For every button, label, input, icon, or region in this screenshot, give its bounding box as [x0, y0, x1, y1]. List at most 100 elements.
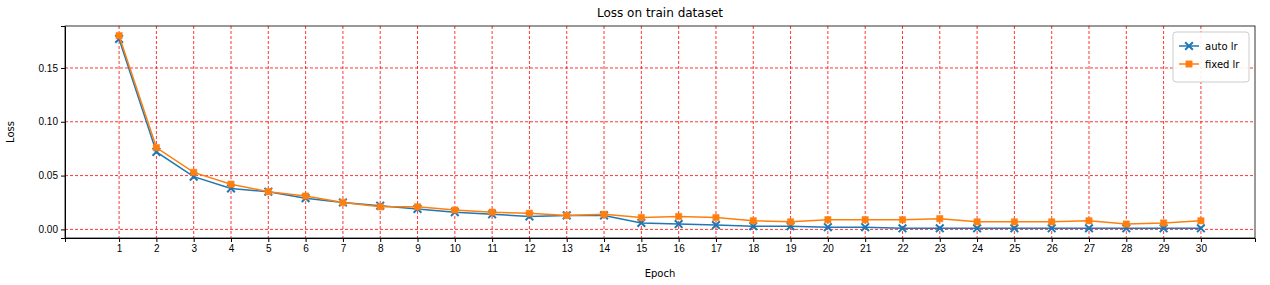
x-tick: 13 — [562, 238, 574, 254]
y-tick-label: 0.05 — [39, 170, 59, 181]
y-tick-label: 0.00 — [39, 224, 59, 235]
x-tick: 15 — [636, 238, 648, 254]
x-tick: 21 — [860, 238, 872, 254]
series-marker — [1048, 224, 1056, 232]
grid-line-x — [977, 26, 978, 238]
x-tick-label: 15 — [636, 243, 648, 254]
series-marker — [228, 181, 234, 187]
x-tick-mark — [791, 238, 792, 242]
x-tick-label: 14 — [599, 243, 611, 254]
y-axis-title: Loss — [5, 121, 16, 143]
x-tick: 22 — [897, 238, 909, 254]
x-tick-label: 29 — [1159, 243, 1171, 254]
legend-marker — [1186, 61, 1192, 67]
x-tick: 24 — [972, 238, 984, 254]
series-marker — [264, 188, 272, 196]
x-tick-mark — [865, 238, 866, 242]
x-tick-mark — [641, 238, 642, 242]
x-tick-label: 12 — [524, 243, 536, 254]
grid-line-y — [65, 121, 1255, 122]
grid-line-x — [715, 26, 716, 238]
x-axis: 1234567891011121314151617181920212223242… — [66, 238, 1256, 254]
grid-line-x — [753, 26, 754, 238]
series-marker — [862, 217, 868, 223]
x-tick-label: 3 — [191, 243, 197, 254]
x-tick-label: 19 — [786, 243, 798, 254]
series-marker — [1086, 218, 1092, 224]
x-tick-mark — [679, 238, 680, 242]
grid-line-x — [604, 26, 605, 238]
grid-line-x — [939, 26, 940, 238]
series-line — [119, 36, 1201, 224]
series-marker — [1011, 224, 1019, 232]
series-marker — [936, 224, 944, 232]
x-tick-mark — [753, 238, 754, 242]
series-marker — [974, 219, 980, 225]
grid-line-x — [268, 26, 269, 238]
x-tick-mark — [902, 238, 903, 242]
x-tick-label: 17 — [711, 243, 723, 254]
x-tick: 1 — [117, 238, 123, 254]
x-tick-label: 16 — [674, 243, 686, 254]
series-marker — [712, 221, 720, 229]
x-tick: 16 — [674, 238, 686, 254]
series-marker — [452, 207, 458, 213]
series-marker — [1085, 224, 1093, 232]
x-tick-label: 9 — [415, 243, 421, 254]
x-tick-mark — [380, 238, 381, 242]
grid-line-x — [678, 26, 679, 238]
grid-line-x — [156, 26, 157, 238]
series-marker — [750, 218, 756, 224]
x-tick-label: 23 — [935, 243, 947, 254]
grid-line-x — [1126, 26, 1127, 238]
series-marker — [116, 33, 122, 39]
y-tick: 0.10 — [39, 116, 65, 127]
y-tick: 0.15 — [39, 63, 65, 74]
legend-label: fixed lr — [1205, 59, 1240, 70]
series-line — [119, 39, 1201, 228]
series-marker — [600, 212, 608, 220]
x-tick-label: 25 — [1009, 243, 1021, 254]
series-marker — [563, 212, 571, 220]
grid — [65, 26, 1255, 238]
x-tick-mark — [1201, 238, 1202, 242]
x-tick-label: 27 — [1084, 243, 1096, 254]
y-tick-mark — [61, 176, 65, 177]
x-tick: 11 — [487, 238, 498, 254]
series-marker — [339, 199, 347, 207]
x-tick-mark — [119, 238, 120, 242]
series-marker — [825, 217, 831, 223]
x-tick-label: 5 — [266, 243, 272, 254]
series-group — [115, 33, 1204, 233]
x-axis-title: Epoch — [645, 268, 676, 279]
axis-line — [66, 239, 1256, 243]
x-tick: 19 — [786, 238, 798, 254]
x-tick-mark — [604, 238, 605, 242]
grid-line-y — [65, 175, 1255, 176]
y-tick-label: 0.15 — [39, 63, 59, 74]
x-tick-mark — [231, 238, 232, 242]
x-tick-mark — [1089, 238, 1090, 242]
series-marker — [937, 215, 943, 221]
series-marker — [675, 220, 683, 228]
chart: 1234567891011121314151617181920212223242… — [0, 0, 1270, 285]
x-tick: 4 — [229, 238, 235, 254]
series-marker — [1160, 220, 1166, 226]
series-marker — [376, 202, 384, 210]
series-marker — [601, 211, 607, 217]
plot: 1234567891011121314151617181920212223242… — [39, 26, 1256, 254]
y-tick: 0.05 — [39, 170, 65, 181]
x-tick-mark — [492, 238, 493, 242]
x-tick-label: 2 — [154, 243, 160, 254]
x-tick-mark — [977, 238, 978, 242]
x-tick-mark — [828, 238, 829, 242]
series-marker — [824, 223, 832, 231]
x-tick: 3 — [191, 238, 197, 254]
x-tick-mark — [455, 238, 456, 242]
x-tick-mark — [306, 238, 307, 242]
x-tick: 10 — [450, 238, 462, 254]
x-tick-label: 1 — [117, 243, 123, 254]
x-tick-mark — [529, 238, 530, 242]
series-marker — [713, 214, 719, 220]
series-marker — [638, 214, 644, 220]
